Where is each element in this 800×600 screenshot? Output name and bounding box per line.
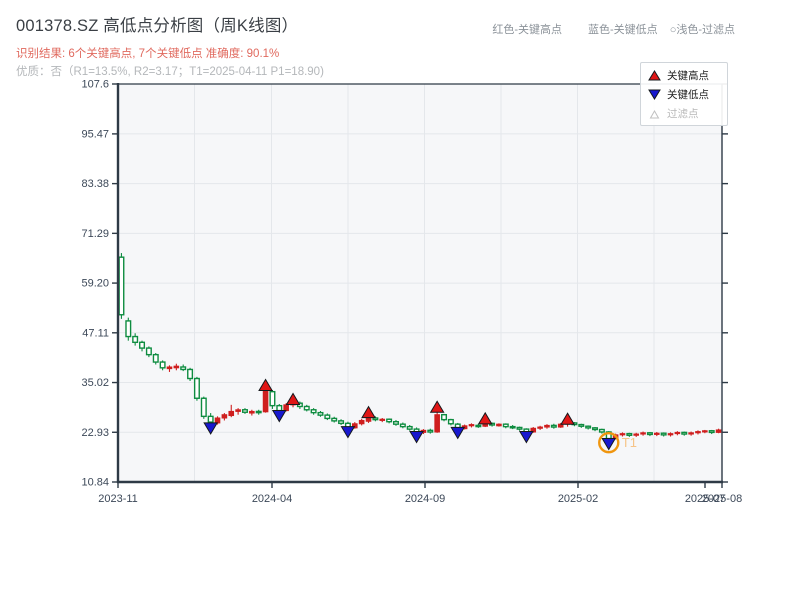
filtered-point-triangle-icon <box>649 109 660 118</box>
legend-entry-key-low: 关键低点 <box>648 87 720 101</box>
svg-text:107.6: 107.6 <box>81 79 109 91</box>
t1-annotation: T1 <box>598 431 637 454</box>
t1-label: T1 <box>622 435 637 450</box>
color-key-high: 红色-关键高点 <box>492 24 563 36</box>
key-high-triangle-icon <box>648 69 661 80</box>
svg-text:2024-04: 2024-04 <box>252 493 292 505</box>
color-key-filtered: ○浅色-过滤点 <box>669 24 735 36</box>
svg-text:2025-08: 2025-08 <box>702 493 742 505</box>
recognition-result-line: 识别结果: 6个关键高点, 7个关键低点 准确度: 90.1% <box>16 48 280 60</box>
svg-text:83.38: 83.38 <box>81 178 109 190</box>
key-low-markers <box>203 410 617 451</box>
svg-text:10.84: 10.84 <box>81 477 109 489</box>
page-title: 001378.SZ 高低点分析图（周K线图） <box>16 17 299 35</box>
svg-text:2024-09: 2024-09 <box>405 493 445 505</box>
axes-layer <box>112 83 728 488</box>
svg-text:35.02: 35.02 <box>81 377 109 389</box>
svg-text:59.20: 59.20 <box>81 278 109 290</box>
legend-label-key-low: 关键低点 <box>667 88 709 101</box>
svg-text:95.47: 95.47 <box>81 128 109 140</box>
color-key-legend: 红色-关键高点 蓝色-关键低点 ○浅色-过滤点 <box>492 21 735 37</box>
svg-text:71.29: 71.29 <box>81 228 109 240</box>
quality-line: 优质：否（R1=13.5%, R2=3.17；T1=2025-04-11 P1=… <box>16 66 324 78</box>
chart-legend: 关键高点 关键低点 过滤点 <box>640 62 728 126</box>
legend-entry-key-high: 关键高点 <box>648 68 720 82</box>
grid-layer <box>118 84 722 482</box>
svg-text:22.93: 22.93 <box>81 427 109 439</box>
legend-label-filtered: 过滤点 <box>667 107 699 120</box>
key-low-triangle-icon <box>648 89 661 100</box>
legend-entry-filtered: 过滤点 <box>648 106 720 120</box>
key-high-markers <box>258 378 575 425</box>
color-key-low: 蓝色-关键低点 <box>588 24 658 36</box>
svg-text:2025-02: 2025-02 <box>558 493 598 505</box>
svg-text:2025-07: 2025-07 <box>685 493 725 505</box>
svg-text:2023-11: 2023-11 <box>98 493 138 505</box>
tick-labels: 107.6 95.47 83.38 71.29 59.20 47.11 35.02 22.93… <box>81 79 742 506</box>
legend-label-key-high: 关键高点 <box>667 69 709 82</box>
svg-text:47.11: 47.11 <box>82 327 109 339</box>
